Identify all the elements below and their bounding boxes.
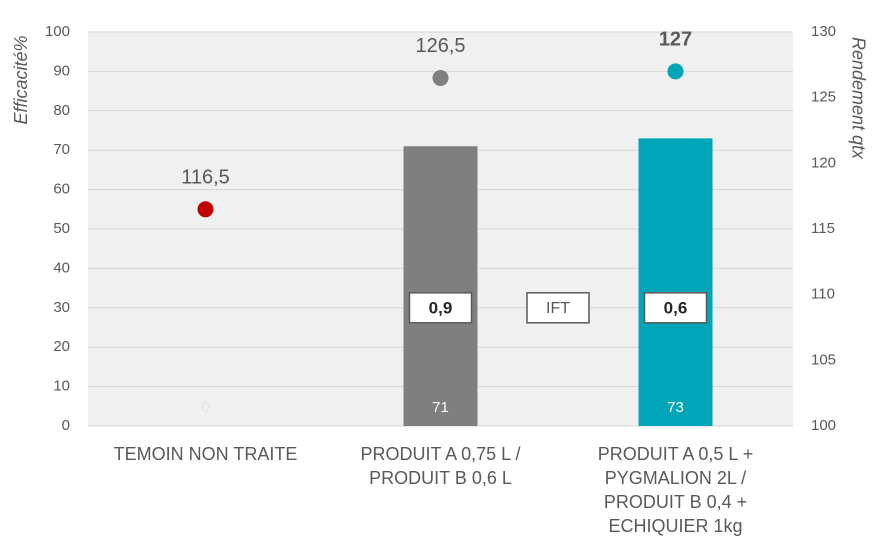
y-tick-label: 10 [53,378,70,395]
y2-tick-label: 130 [811,23,836,40]
y-axis-title: Efficacité% [11,35,31,124]
x-tick-label: PRODUIT A 0,75 L / PRODUIT B 0,6 L [360,444,521,488]
bar [403,146,478,426]
x-tick-label: PRODUIT A 0,5 L + PYGMALION 2L / PRODUIT… [597,444,754,536]
point-label: 116,5 [181,167,230,189]
y-tick-label: 20 [53,338,70,355]
ift-label-box [526,292,590,324]
y2-axis-title: Rendement qtx [848,37,868,160]
ift-value: 0,9 [429,298,453,317]
y-tick-label: 60 [53,181,70,198]
bar-value-label: 0 [201,399,209,416]
y-tick-label: 70 [53,141,70,158]
point [197,201,214,218]
y-tick-label: 40 [53,259,70,276]
y-tick-label: 80 [53,102,70,119]
y2-tick-label: 115 [811,220,835,237]
y2-tick-label: 100 [811,417,836,434]
bar-value-label: 73 [667,399,684,416]
point-label: 126,5 [415,35,465,57]
point [432,69,449,86]
ift-value: 0,6 [664,298,688,317]
y-tick-label: 0 [62,417,70,434]
ift-box [643,292,708,324]
y2-tick-label: 110 [811,286,835,303]
bar [638,138,713,426]
ift-box [408,292,473,324]
y2-tick-label: 105 [811,351,836,368]
y-tick-label: 30 [53,299,70,316]
ift-label: IFT [546,300,570,317]
bar-value-label: 71 [432,399,449,416]
y-tick-label: 90 [53,62,70,79]
point-label: 127 [659,29,692,51]
x-tick-label: TEMOIN NON TRAITE [113,444,298,464]
y-tick-label: 50 [53,220,70,237]
y2-tick-label: 120 [811,154,836,171]
y-tick-label: 100 [45,23,70,40]
point [667,63,684,80]
y2-tick-label: 125 [811,89,836,106]
